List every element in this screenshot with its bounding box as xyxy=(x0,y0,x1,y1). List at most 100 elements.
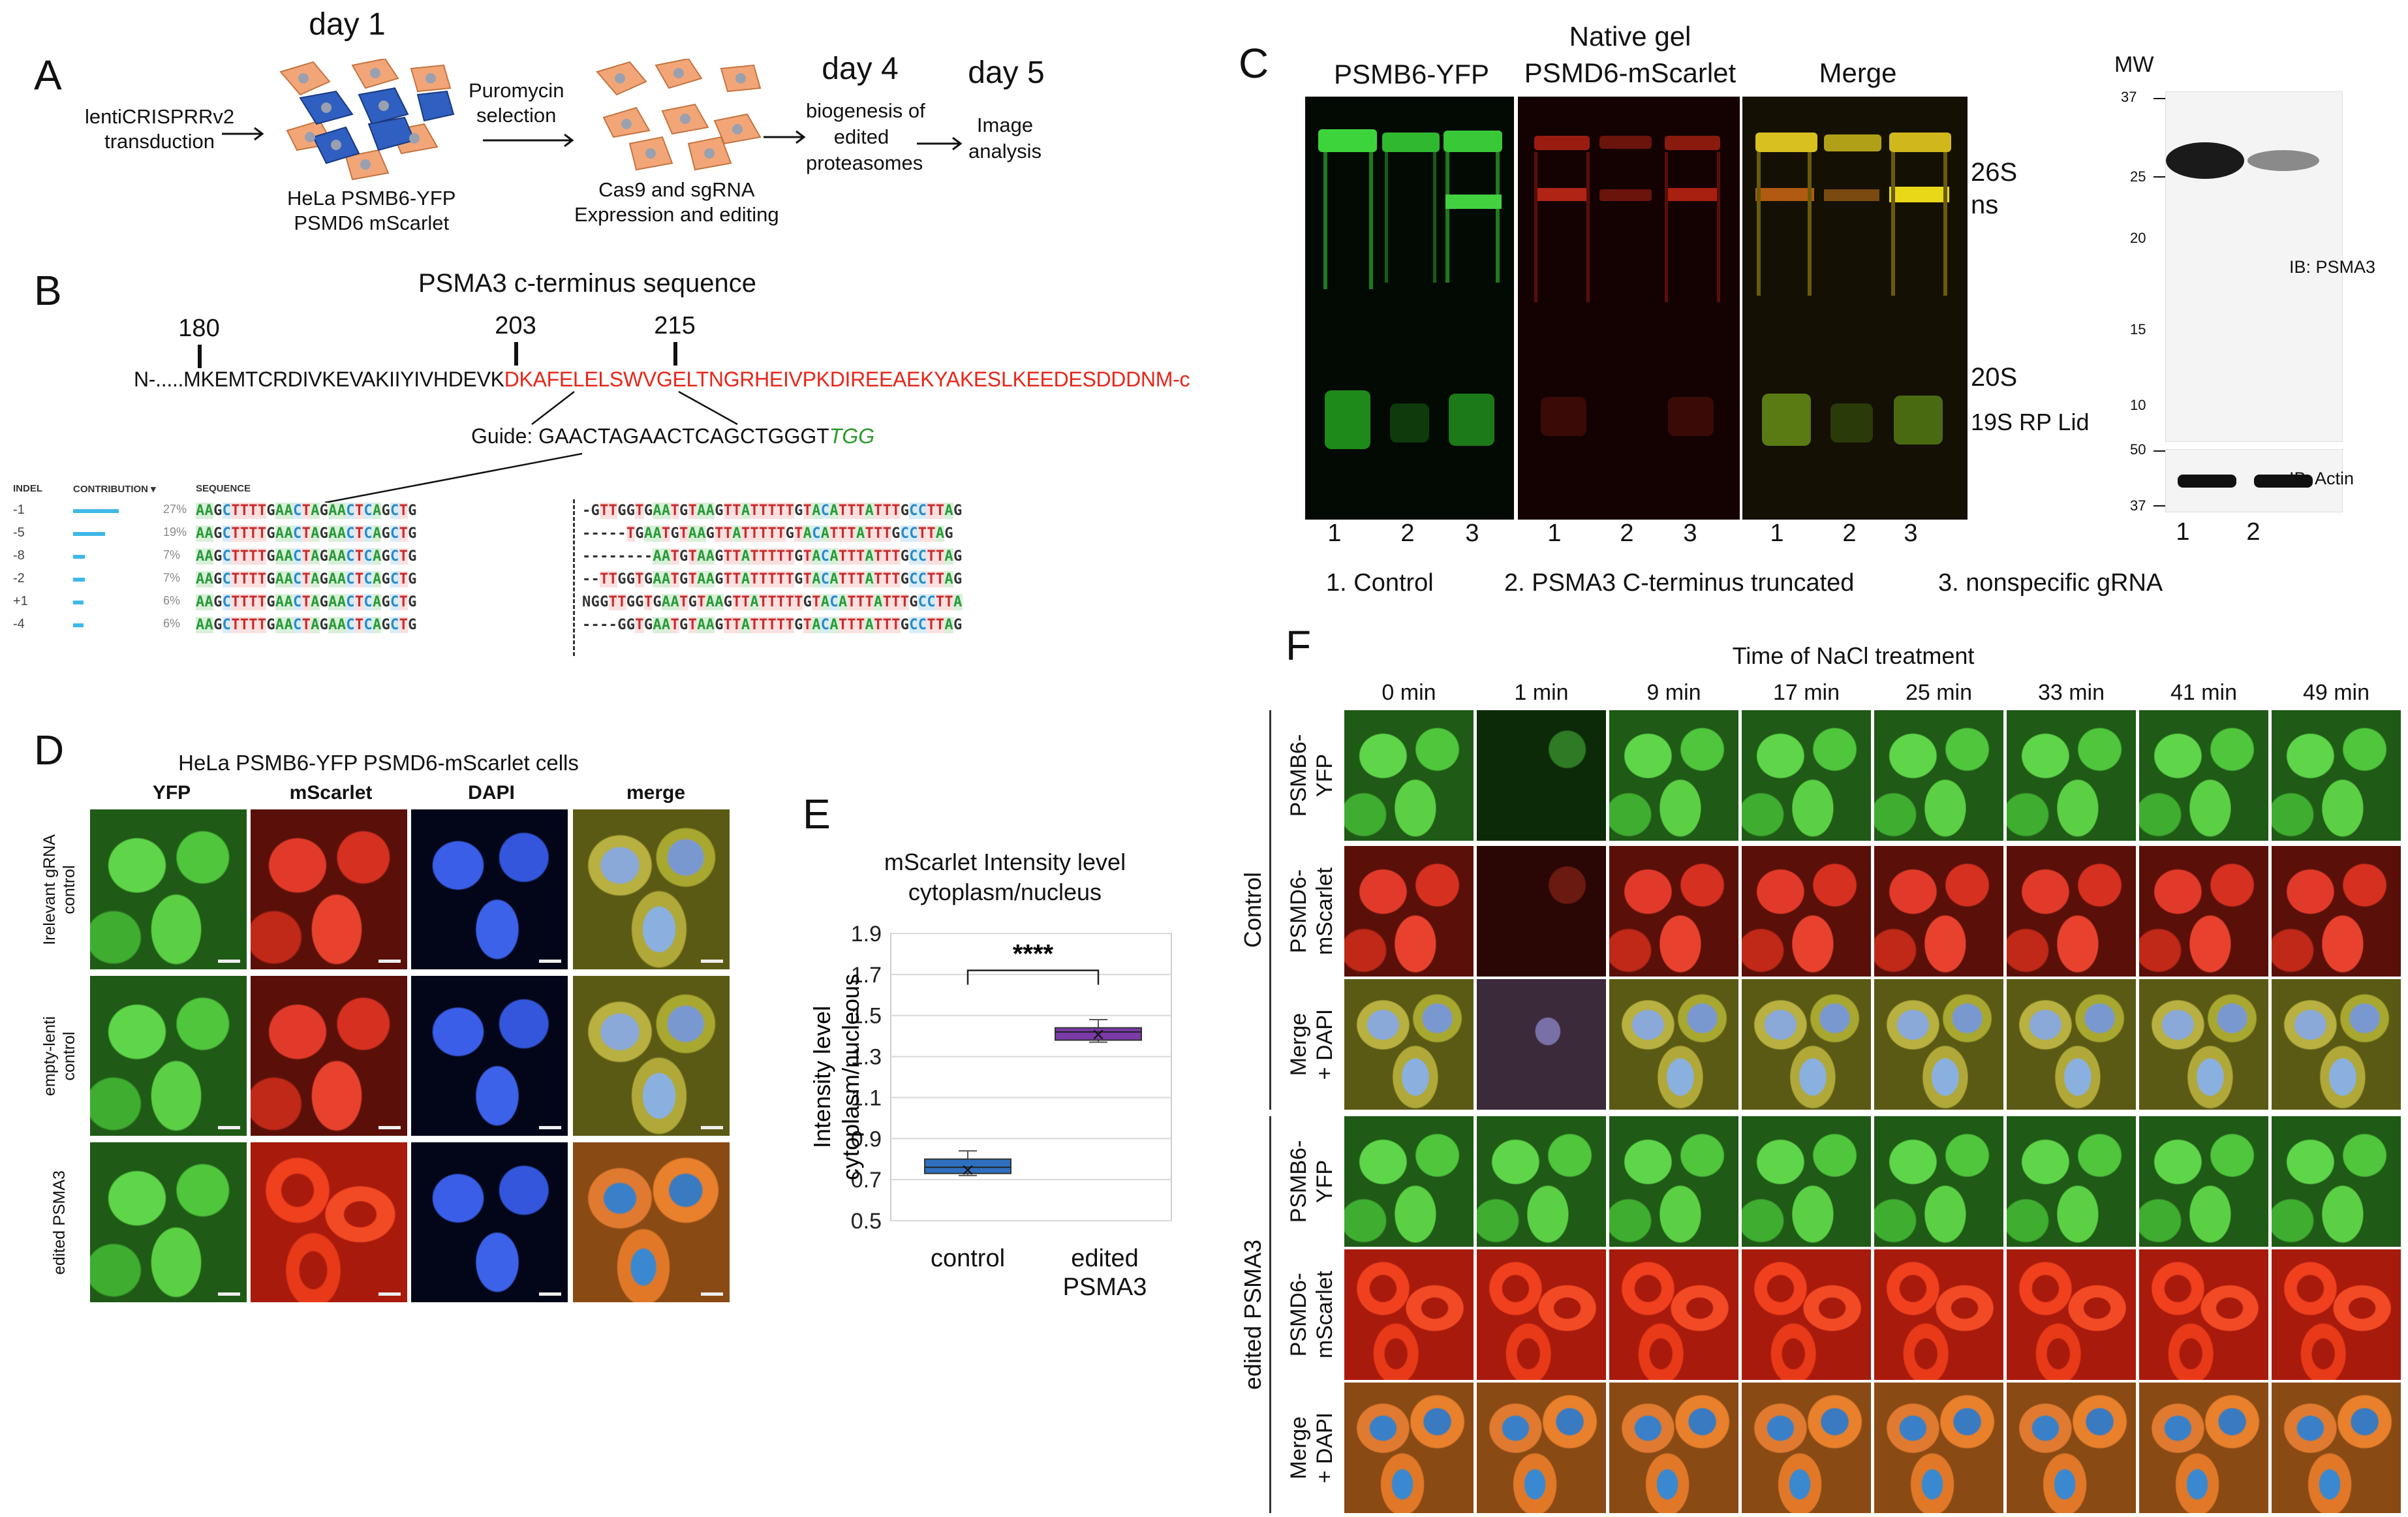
panel-e-title-line: cytoplasm/nucleus xyxy=(908,879,1102,905)
micrograph-merge-row1 xyxy=(573,809,730,969)
arrow-a1 xyxy=(222,127,264,141)
y-tick-label: 1.9 xyxy=(851,922,882,946)
box-control xyxy=(924,1158,1011,1174)
mw-20: 20 xyxy=(2130,230,2146,246)
timecourse-image-r4-c3 xyxy=(1609,1116,1738,1247)
time-label: 0 min xyxy=(1382,680,1436,705)
timecourse-image-r1-c5 xyxy=(1874,710,2003,841)
pos-180: 180 xyxy=(178,315,220,342)
wb-lane-2: 2 xyxy=(2246,518,2261,546)
scale-bar xyxy=(378,960,401,963)
scale-bar xyxy=(539,960,561,963)
row-label-line: + DAPI xyxy=(1312,1412,1337,1484)
timecourse-image-r2-c2 xyxy=(1477,846,1606,977)
x-category-label: PSMA3 xyxy=(1063,1274,1147,1301)
col-yfp: YFP xyxy=(152,782,191,804)
micrograph-merge-row3 xyxy=(573,1142,730,1302)
group-bracket-edited xyxy=(1269,1116,1271,1513)
timecourse-image-r1-c2 xyxy=(1477,710,1606,841)
row-label-line: mScarlet xyxy=(1312,867,1337,956)
timecourse-image-r1-c8 xyxy=(2272,710,2401,841)
mw-15: 15 xyxy=(2130,321,2146,337)
sequence-left: AAGCTTTTGAACTAGAACTCAGCTG xyxy=(196,571,417,587)
time-label: 9 min xyxy=(1646,680,1701,705)
psma3-title: PSMA3 c-terminus sequence xyxy=(418,269,757,298)
day1-label: day 1 xyxy=(309,7,386,42)
timecourse-image-r2-c5 xyxy=(1874,846,2003,977)
cas9-caption-line: Cas9 and sgRNA xyxy=(598,178,755,201)
gel-col-yfp: PSMB6-YFP xyxy=(1333,59,1490,89)
micrograph-dapi-row1 xyxy=(411,809,568,969)
native-gel-label: Native gel xyxy=(1569,21,1691,52)
sequence-right: --TTGGTGAATGTAAGTTATTTTTGTACATTTATTTGCCT… xyxy=(582,571,963,587)
arrow-a3 xyxy=(764,130,806,144)
lane-1: 1 xyxy=(1770,520,1784,547)
sequence-right: --------AATGTAAGTTATTTTTGTACATTTATTTGCCT… xyxy=(582,548,963,565)
timecourse-image-r3-c6 xyxy=(2007,979,2136,1110)
scale-bar xyxy=(218,1126,240,1129)
guide-connector-lines xyxy=(324,390,738,504)
selection-label: Puromycin selection xyxy=(469,78,564,128)
image-analysis-line: Image xyxy=(976,114,1034,136)
timecourse-image-r2-c4 xyxy=(1742,846,1871,977)
y-axis-label-line: cytoplasm/nucleous xyxy=(837,974,864,1180)
row-label: PSMD6- mScarlet xyxy=(1286,1249,1338,1380)
timecourse-image-r4-c7 xyxy=(2139,1116,2268,1247)
pos-203: 203 xyxy=(495,312,536,339)
time-label: 41 min xyxy=(2170,680,2238,705)
timecourse-image-r1-c3 xyxy=(1609,710,1738,841)
header-indel: INDEL xyxy=(13,483,42,494)
panel-e-label: E xyxy=(803,790,831,837)
timecourse-image-r3-c8 xyxy=(2272,979,2401,1110)
timecourse-image-r5-c5 xyxy=(1874,1249,2003,1380)
gel-mscarlet-bands xyxy=(1534,136,1720,436)
day4-label: day 4 xyxy=(822,52,899,86)
band-ns: ns xyxy=(1971,191,1999,219)
contribution-pct: 19% xyxy=(163,525,187,539)
sequence-red: DKAFELELSWVGELTNGRHEIVPKDIREEAEKYAKESLKE… xyxy=(504,368,1190,391)
cells-icon xyxy=(279,57,455,181)
row-label-line: PSMB6- xyxy=(1286,734,1311,817)
group-label-control-text: Control xyxy=(1239,871,1266,948)
timecourse-image-r5-c7 xyxy=(2139,1249,2268,1380)
row-label-line: YFP xyxy=(1312,753,1337,798)
box-edited xyxy=(1055,1027,1142,1041)
timecourse-image-r4-c2 xyxy=(1477,1116,1606,1247)
lane-2: 2 xyxy=(1842,520,1857,547)
wb-actin-membrane xyxy=(2165,449,2343,512)
scale-bar xyxy=(218,960,240,963)
wb-actin-bands xyxy=(2178,475,2313,488)
panel-d-image-grid xyxy=(0,0,783,1338)
time-label: 25 min xyxy=(1905,680,1973,705)
contribution-pct: 7% xyxy=(163,548,181,561)
panel-a-label: A xyxy=(34,52,62,99)
sequence-black: N-.....MKEMTCRDIVKEVAKIIYIVHDEVK xyxy=(134,368,504,391)
indel-value: -1 xyxy=(13,503,25,517)
sequence-right: -GTTGGTGAATGTAAGTTATTTTTGTACATTTATTTGCCT… xyxy=(582,503,963,519)
legend-nonspecific: 3. nonspecific gRNA xyxy=(1938,569,2163,597)
timecourse-image-r3-c4 xyxy=(1742,979,1871,1110)
timecourse-image-r3-c1 xyxy=(1344,979,1474,1110)
contribution-bar xyxy=(73,509,119,513)
cells-caption-line: PSMD6 mScarlet xyxy=(294,211,450,234)
arrow-a2 xyxy=(483,133,574,148)
legend-truncated: 2. PSMA3 C-terminus truncated xyxy=(1504,569,1855,597)
timecourse-image-r6-c3 xyxy=(1609,1383,1738,1513)
mw-10: 10 xyxy=(2130,397,2146,413)
y-tick-label: 1.7 xyxy=(851,963,882,988)
scale-bar xyxy=(378,1292,401,1296)
y-tick-label: 0.9 xyxy=(851,1127,882,1151)
band-19s-rp-lid: 19S RP Lid xyxy=(1971,409,2090,435)
timecourse-image-r1-c1 xyxy=(1344,710,1474,841)
biogenesis-label: biogenesis of edited proteasomes xyxy=(806,98,925,176)
lane-3: 3 xyxy=(1904,520,1918,547)
timecourse-image-r6-c7 xyxy=(2139,1383,2268,1513)
timecourse-image-r6-c8 xyxy=(2272,1383,2401,1513)
micrograph-mscarlet-row3 xyxy=(251,1142,407,1302)
guide-sequence: Guide: GAACTAGAACTCAGCTGGGTTGG xyxy=(471,424,874,448)
y-tick-label: 0.5 xyxy=(851,1209,882,1234)
row-label: PSMB6- YFP xyxy=(1286,1116,1338,1247)
row-label-line: Merge xyxy=(1286,1416,1311,1480)
wb-psma3-bands xyxy=(2166,142,2319,179)
